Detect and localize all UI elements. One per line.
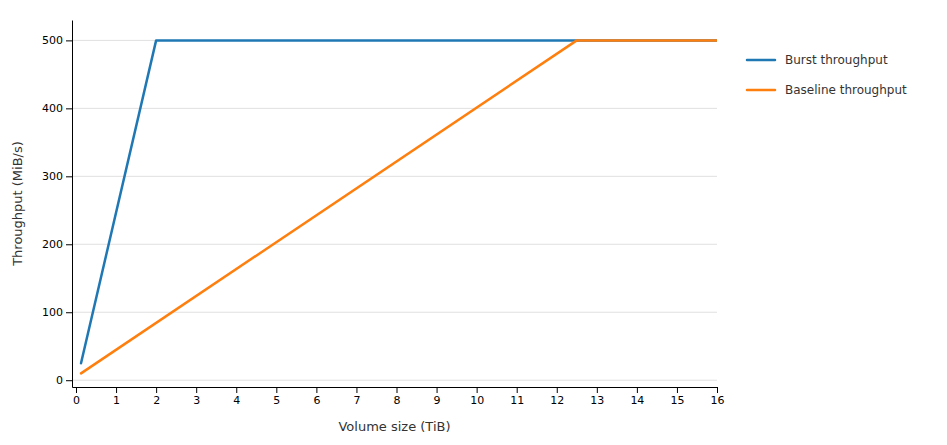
series-line bbox=[81, 40, 717, 373]
legend-item: Baseline throughput bbox=[747, 83, 907, 97]
x-axis-tick-mark bbox=[236, 387, 237, 393]
legend-item: Burst throughput bbox=[747, 53, 888, 67]
legend: Burst throughput Baseline throughput bbox=[747, 53, 907, 97]
x-axis-tick: 4 bbox=[233, 387, 240, 407]
x-axis-tick-mark bbox=[637, 387, 638, 393]
grid-line bbox=[72, 380, 717, 381]
x-axis-tick: 1 bbox=[113, 387, 120, 407]
x-axis-line bbox=[73, 387, 718, 388]
x-axis-tick-label: 8 bbox=[394, 394, 401, 407]
y-axis-tick-label: 100 bbox=[42, 306, 63, 319]
lines bbox=[81, 40, 717, 373]
x-axis-tick-label: 14 bbox=[630, 394, 644, 407]
grid bbox=[72, 40, 717, 380]
x-axis-tick-mark bbox=[316, 387, 317, 393]
y-axis-tick-mark bbox=[66, 176, 72, 177]
y-axis-tick-mark bbox=[66, 312, 72, 313]
x-axis-tick: 5 bbox=[273, 387, 280, 407]
x-axis-tick-label: 5 bbox=[273, 394, 280, 407]
x-axis-tick: 6 bbox=[313, 387, 320, 407]
x-axis-tick: 11 bbox=[510, 387, 524, 407]
x-axis-tick-label: 11 bbox=[510, 394, 524, 407]
y-axis-tick: 300 bbox=[42, 170, 72, 183]
x-axis-tick-label: 0 bbox=[73, 394, 80, 407]
x-axis-tick-label: 12 bbox=[550, 394, 564, 407]
y-axis-tick: 200 bbox=[42, 238, 72, 251]
y-axis-tick: 100 bbox=[42, 306, 72, 319]
legend-swatch bbox=[747, 59, 775, 62]
x-axis-tick-mark bbox=[196, 387, 197, 393]
chart: 0123456789101112131415160100200300400500… bbox=[0, 0, 947, 445]
plot: 0123456789101112131415160100200300400500… bbox=[10, 21, 725, 435]
y-axis-tick-label: 400 bbox=[42, 102, 63, 115]
y-axis-tick-mark bbox=[66, 40, 72, 41]
x-axis-tick-label: 3 bbox=[193, 394, 200, 407]
x-axis-tick-mark bbox=[477, 387, 478, 393]
x-axis-tick: 2 bbox=[153, 387, 160, 407]
x-axis-title: Volume size (TiB) bbox=[338, 419, 450, 434]
x-axis-tick: 9 bbox=[434, 387, 441, 407]
x-axis-tick-mark bbox=[717, 387, 718, 393]
x-axis-tick-label: 9 bbox=[434, 394, 441, 407]
x-axis-tick: 16 bbox=[711, 387, 725, 407]
x-axis-tick-label: 1 bbox=[113, 394, 120, 407]
grid-line bbox=[72, 244, 717, 245]
x-axis-tick-label: 4 bbox=[233, 394, 240, 407]
grid-line bbox=[72, 312, 717, 313]
x-axis-tick-label: 10 bbox=[470, 394, 484, 407]
x-axis-tick-label: 2 bbox=[153, 394, 160, 407]
x-axis-tick-label: 13 bbox=[590, 394, 604, 407]
y-axis-tick: 400 bbox=[42, 102, 72, 115]
y-axis-tick-mark bbox=[66, 244, 72, 245]
legend-label: Burst throughput bbox=[785, 53, 888, 67]
y-axis-tick-label: 300 bbox=[42, 170, 63, 183]
x-axis-tick-label: 6 bbox=[313, 394, 320, 407]
grid-line bbox=[72, 108, 717, 109]
y-axis-line bbox=[72, 21, 73, 388]
x-axis-tick-label: 16 bbox=[711, 394, 725, 407]
x-axis-tick-label: 7 bbox=[353, 394, 360, 407]
x-axis-tick: 12 bbox=[550, 387, 564, 407]
x-axis-tick: 14 bbox=[630, 387, 644, 407]
x-axis-tick-mark bbox=[276, 387, 277, 393]
x-axis-tick: 7 bbox=[353, 387, 360, 407]
x-axis-tick-mark bbox=[76, 387, 77, 393]
x-axis-tick-mark bbox=[677, 387, 678, 393]
legend-label: Baseline throughput bbox=[785, 83, 907, 97]
x-axis-tick: 8 bbox=[394, 387, 401, 407]
y-axis-tick-mark bbox=[66, 108, 72, 109]
x-axis-tick-mark bbox=[156, 387, 157, 393]
y-axis-tick: 0 bbox=[56, 374, 72, 387]
x-axis-tick-mark bbox=[597, 387, 598, 393]
x-axis-tick-mark bbox=[356, 387, 357, 393]
x-axis: 012345678910111213141516 bbox=[73, 387, 725, 407]
x-axis-tick-label: 15 bbox=[670, 394, 684, 407]
x-axis-tick: 15 bbox=[670, 387, 684, 407]
y-axis: 0 100 200 300 400 500 bbox=[42, 21, 73, 388]
x-axis-tick-mark bbox=[517, 387, 518, 393]
x-axis-tick-mark bbox=[437, 387, 438, 393]
x-axis-tick: 13 bbox=[590, 387, 604, 407]
y-axis-tick: 500 bbox=[42, 34, 72, 47]
series-line bbox=[81, 40, 717, 363]
x-axis-tick: 3 bbox=[193, 387, 200, 407]
y-axis-tick-label: 500 bbox=[42, 34, 63, 47]
legend-swatch bbox=[747, 89, 775, 92]
x-axis-tick-mark bbox=[397, 387, 398, 393]
x-axis-tick: 0 bbox=[73, 387, 80, 407]
y-axis-title: Throughput (MiB/s) bbox=[10, 141, 25, 267]
y-axis-tick-label: 200 bbox=[42, 238, 63, 251]
x-axis-tick-mark bbox=[557, 387, 558, 393]
y-axis-tick-label: 0 bbox=[56, 374, 63, 387]
x-axis-tick-mark bbox=[116, 387, 117, 393]
x-axis-tick: 10 bbox=[470, 387, 484, 407]
y-axis-tick-mark bbox=[66, 380, 72, 381]
grid-line bbox=[72, 176, 717, 177]
